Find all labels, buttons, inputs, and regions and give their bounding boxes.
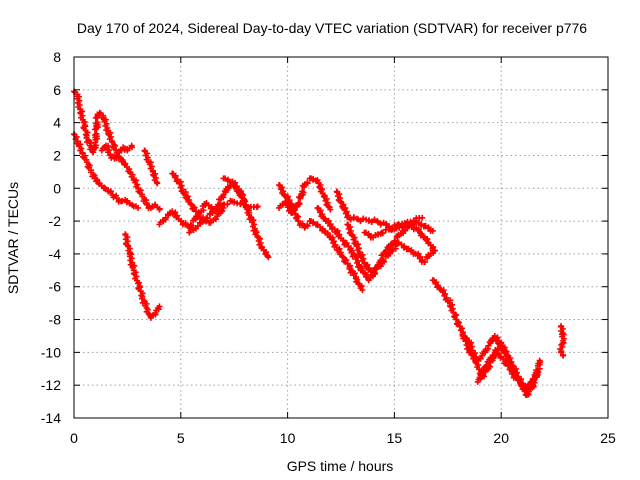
data-point: [204, 215, 211, 222]
data-point: [534, 369, 541, 376]
plot-frame: [73, 56, 609, 419]
x-tick-label: 10: [280, 430, 296, 446]
data-points: [71, 88, 567, 399]
y-tick-label: -2: [49, 213, 62, 229]
series-short: [141, 147, 161, 187]
data-point: [359, 287, 366, 294]
series-late-b: [276, 175, 334, 216]
x-tick-label: 5: [177, 430, 185, 446]
series-late-d: [344, 221, 437, 277]
data-point: [156, 303, 163, 310]
series-mid-b: [169, 170, 227, 226]
y-tick-label: 0: [53, 180, 61, 196]
x-tick-label: 20: [493, 430, 509, 446]
y-tick-label: -4: [49, 246, 62, 262]
data-point: [135, 204, 142, 211]
data-point: [419, 214, 426, 221]
data-point: [265, 254, 272, 261]
data-point: [188, 222, 195, 229]
data-point: [187, 200, 194, 207]
series-dip: [122, 231, 163, 321]
data-point: [295, 199, 302, 206]
data-point: [371, 217, 378, 224]
data-point: [429, 247, 436, 254]
data-point: [91, 172, 98, 179]
data-point: [327, 206, 334, 213]
data-point: [380, 257, 387, 264]
y-tick-label: -14: [41, 410, 61, 426]
data-point: [371, 269, 378, 276]
series-main-b: [71, 131, 142, 211]
grid-lines: [74, 57, 608, 418]
data-point: [93, 130, 100, 137]
y-tick-label: 2: [53, 147, 61, 163]
data-point: [187, 221, 194, 228]
y-tick-label: -8: [49, 312, 62, 328]
y-tick-label: -6: [49, 279, 62, 295]
data-point: [479, 371, 486, 378]
data-point: [299, 188, 306, 195]
y-axis-label: SDTVAR / TECUs: [5, 182, 21, 294]
data-point: [289, 209, 296, 216]
x-tick-label: 25: [600, 430, 616, 446]
data-point: [379, 230, 386, 237]
data-point: [154, 180, 161, 187]
series-main-c: [96, 109, 163, 213]
data-point: [128, 142, 135, 149]
axis-ticks: 0 5 10 15 20 25 -14 -12 -10 -8 -6 -4 -2 0 2 4 6 8: [41, 49, 616, 446]
x-tick-label: 15: [387, 430, 403, 446]
series-main-a: [71, 88, 102, 156]
y-tick-label: 4: [53, 115, 61, 131]
data-point: [304, 222, 311, 229]
data-point: [429, 227, 436, 234]
chart-title: Day 170 of 2024, Sidereal Day-to-day VTE…: [77, 20, 587, 36]
series-end-c: [474, 349, 541, 395]
data-point: [238, 194, 245, 201]
data-point: [530, 382, 537, 389]
data-point: [94, 119, 101, 126]
data-point: [112, 153, 119, 160]
y-tick-label: 8: [53, 49, 61, 65]
data-point: [213, 207, 220, 214]
y-tick-label: -12: [41, 377, 61, 393]
data-point: [560, 352, 567, 359]
x-axis-label: GPS time / hours: [287, 458, 394, 474]
data-point: [421, 259, 428, 266]
y-tick-label: -10: [41, 344, 61, 360]
data-point: [254, 203, 261, 210]
data-point: [224, 201, 231, 208]
series-tail: [557, 323, 567, 359]
series-late-f: [333, 188, 426, 233]
data-point: [304, 179, 311, 186]
data-point: [339, 253, 346, 260]
data-point: [156, 206, 163, 213]
series-main-d: [98, 142, 135, 162]
y-tick-label: 6: [53, 82, 61, 98]
data-point: [536, 357, 543, 364]
series-mid-d: [186, 197, 261, 236]
x-tick-label: 0: [70, 430, 78, 446]
